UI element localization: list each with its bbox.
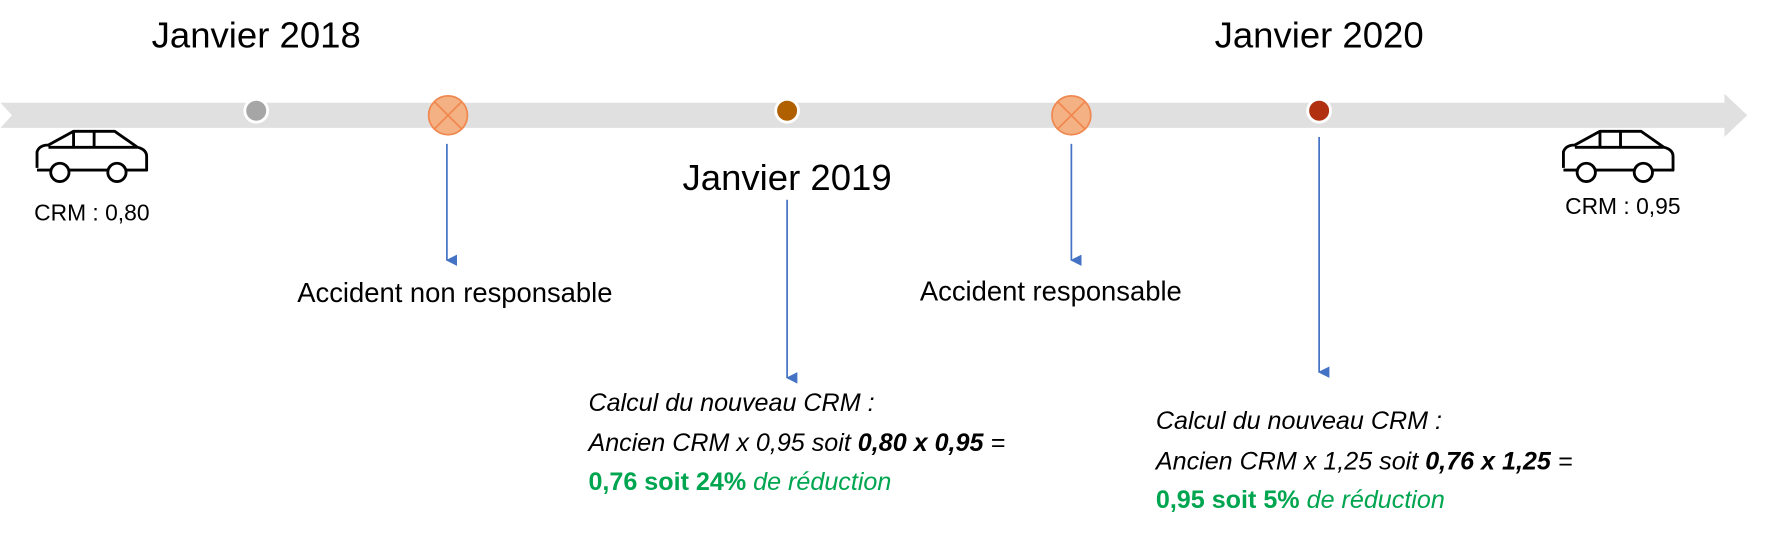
calc-line: Ancien CRM x 0,95 soit 0,80 x 0,95 =: [586, 429, 1005, 457]
calc-result-text: de réduction: [746, 468, 891, 496]
calc-text: =: [1551, 447, 1573, 475]
calc-title: Calcul du nouveau CRM :: [588, 389, 874, 417]
accident-marker: [1051, 95, 1092, 136]
event-label: Accident non responsable: [297, 277, 612, 308]
car-icon: [35, 129, 149, 183]
date-label: Janvier 2018: [152, 14, 361, 55]
calc-result-value: 0,95 soit 5%: [1156, 486, 1300, 514]
calc-title: Calcul du nouveau CRM :: [1156, 407, 1442, 435]
calc-text: Ancien CRM x 1,25 soit: [1154, 447, 1425, 475]
date-label: Janvier 2020: [1215, 14, 1424, 55]
date-label: Janvier 2019: [683, 157, 892, 198]
crm-end: CRM : 0,95: [1565, 193, 1680, 219]
calc-bold: 0,80 x 0,95: [858, 429, 985, 457]
milestone-dot: [774, 97, 800, 124]
calc-result-text: de réduction: [1300, 486, 1445, 514]
milestone-dot: [1306, 97, 1332, 124]
arrows: [445, 137, 1330, 384]
car-icon: [1562, 129, 1675, 183]
calc-bold: 0,76 x 1,25: [1425, 447, 1552, 475]
calc-text: =: [983, 429, 1005, 457]
calc-text: Ancien CRM x 0,95 soit: [586, 429, 857, 457]
calc-result: 0,76 soit 24% de réduction: [588, 468, 891, 496]
crm-start: CRM : 0,80: [34, 200, 149, 226]
calc-result: 0,95 soit 5% de réduction: [1156, 486, 1445, 514]
event-label: Accident responsable: [920, 276, 1182, 307]
calc-line: Ancien CRM x 1,25 soit 0,76 x 1,25 =: [1154, 447, 1573, 475]
accident-marker: [427, 95, 469, 136]
calc-result-value: 0,76 soit 24%: [588, 468, 746, 496]
milestone-dot: [243, 97, 270, 124]
